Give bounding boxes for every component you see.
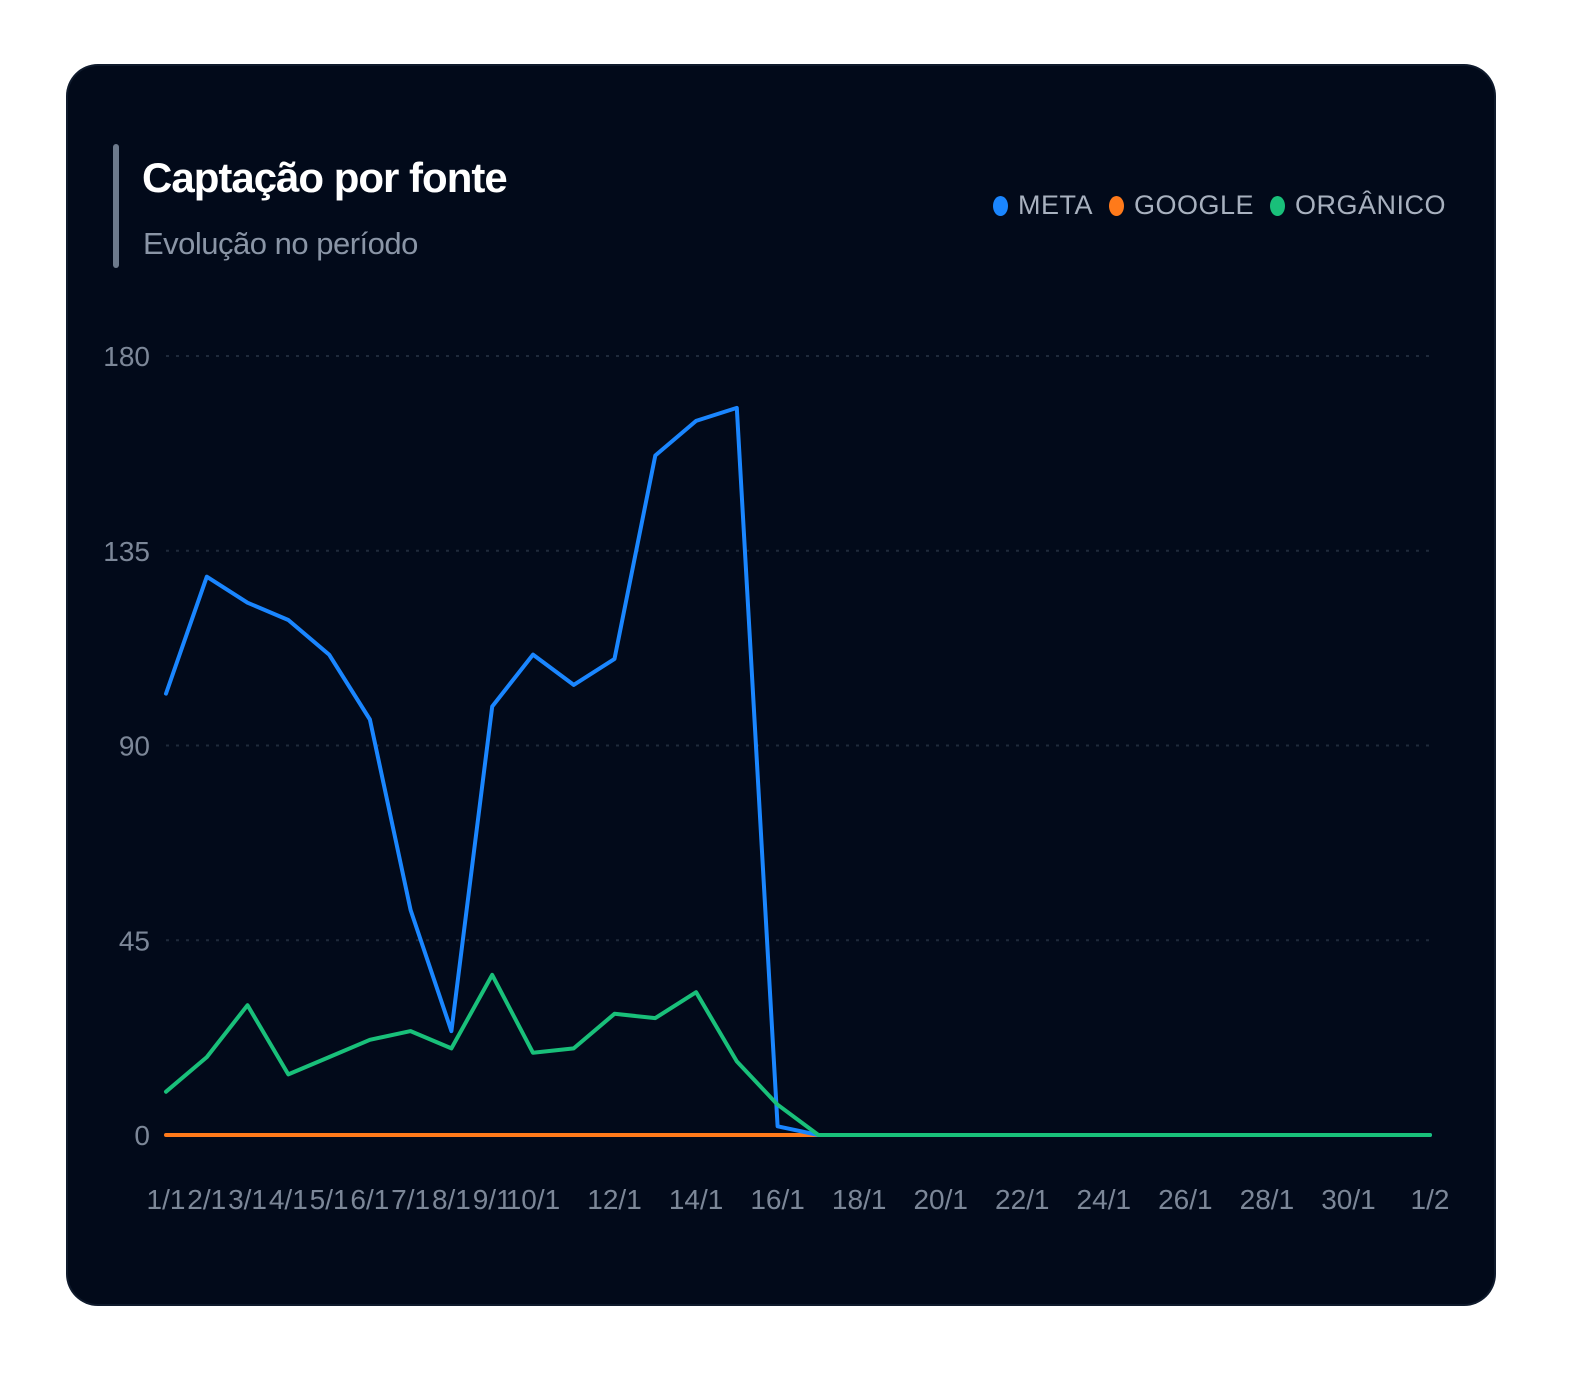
x-tick-label: 6/1	[350, 1184, 389, 1215]
x-tick-label: 10/1	[506, 1184, 561, 1215]
x-tick-label: 22/1	[995, 1184, 1050, 1215]
legend-label-meta: META	[1017, 190, 1093, 220]
x-tick-label: 9/1	[473, 1184, 512, 1215]
series-line-orgnico[interactable]	[164, 972, 1432, 1137]
y-axis-labels: 0 45 90 135 180	[103, 341, 150, 1151]
series-line-meta[interactable]	[164, 405, 1432, 1137]
x-tick-label: 24/1	[1077, 1184, 1132, 1215]
grid-lines	[166, 355, 1430, 942]
x-tick-label: 2/1	[187, 1184, 226, 1215]
x-tick-label: 7/1	[391, 1184, 430, 1215]
y-tick-label: 135	[103, 536, 150, 567]
x-tick-label: 5/1	[310, 1184, 349, 1215]
x-tick-label: 14/1	[669, 1184, 724, 1215]
title-accent-bar	[113, 144, 119, 268]
legend-item-meta[interactable]: META	[992, 190, 1093, 221]
x-tick-label: 12/1	[587, 1184, 642, 1215]
x-tick-label: 4/1	[269, 1184, 308, 1215]
series-lines	[164, 405, 1432, 1137]
legend-item-organico[interactable]: ORGÂNICO	[1269, 190, 1446, 221]
y-tick-label: 90	[119, 731, 150, 762]
x-tick-label: 1/1	[147, 1184, 186, 1215]
legend-label-organico: ORGÂNICO	[1294, 190, 1446, 220]
y-tick-label: 0	[134, 1120, 150, 1151]
x-tick-label: 8/1	[432, 1184, 471, 1215]
x-tick-label: 16/1	[750, 1184, 805, 1215]
legend-label-google: GOOGLE	[1133, 190, 1254, 220]
x-tick-label: 1/2	[1411, 1184, 1450, 1215]
legend-dot-meta	[992, 195, 1008, 216]
chart-card: Captação por fonte Evolução no período M…	[68, 66, 1494, 1304]
legend-dot-google	[1108, 195, 1124, 216]
x-tick-label: 30/1	[1321, 1184, 1376, 1215]
y-tick-label: 180	[103, 341, 150, 372]
chart-subtitle: Evolução no período	[143, 226, 418, 261]
x-tick-label: 26/1	[1158, 1184, 1213, 1215]
x-tick-label: 18/1	[832, 1184, 887, 1215]
legend-item-google[interactable]: GOOGLE	[1108, 190, 1254, 221]
x-tick-label: 20/1	[913, 1184, 968, 1215]
x-axis-labels: 1/1 2/1 3/1 4/1 5/1 6/1 7/1 8/1 9/110/1 12/1 14/1 1…	[147, 1184, 1450, 1215]
chart-title: Captação por fonte	[142, 154, 508, 201]
x-tick-label: 3/1	[228, 1184, 267, 1215]
y-tick-label: 45	[119, 925, 150, 956]
legend-dot-organico	[1269, 195, 1285, 216]
x-tick-label: 28/1	[1240, 1184, 1295, 1215]
chart-legend: META GOOGLE ORGÂNICO	[992, 190, 1446, 221]
